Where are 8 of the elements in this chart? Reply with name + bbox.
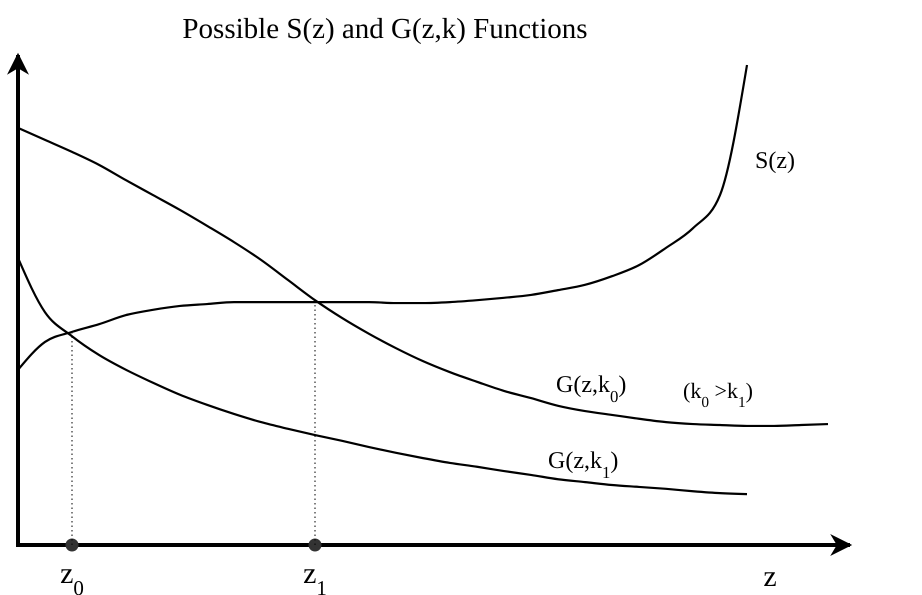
x-tick-label: z$_{0}$ <box>60 557 84 595</box>
x-tick-label: z$_{1}$ <box>303 557 327 595</box>
series-label: S(z) <box>755 148 795 174</box>
x-axis-title: z <box>763 560 777 593</box>
annotation: (k$_{0}$ >k$_{1}$) <box>683 378 753 410</box>
chart-title: Possible S(z) and G(z,k) Functions <box>182 13 588 45</box>
series-label: G(z,k$_{1}$) <box>548 448 618 482</box>
series-label: G(z,k$_{0}$) <box>556 372 626 406</box>
